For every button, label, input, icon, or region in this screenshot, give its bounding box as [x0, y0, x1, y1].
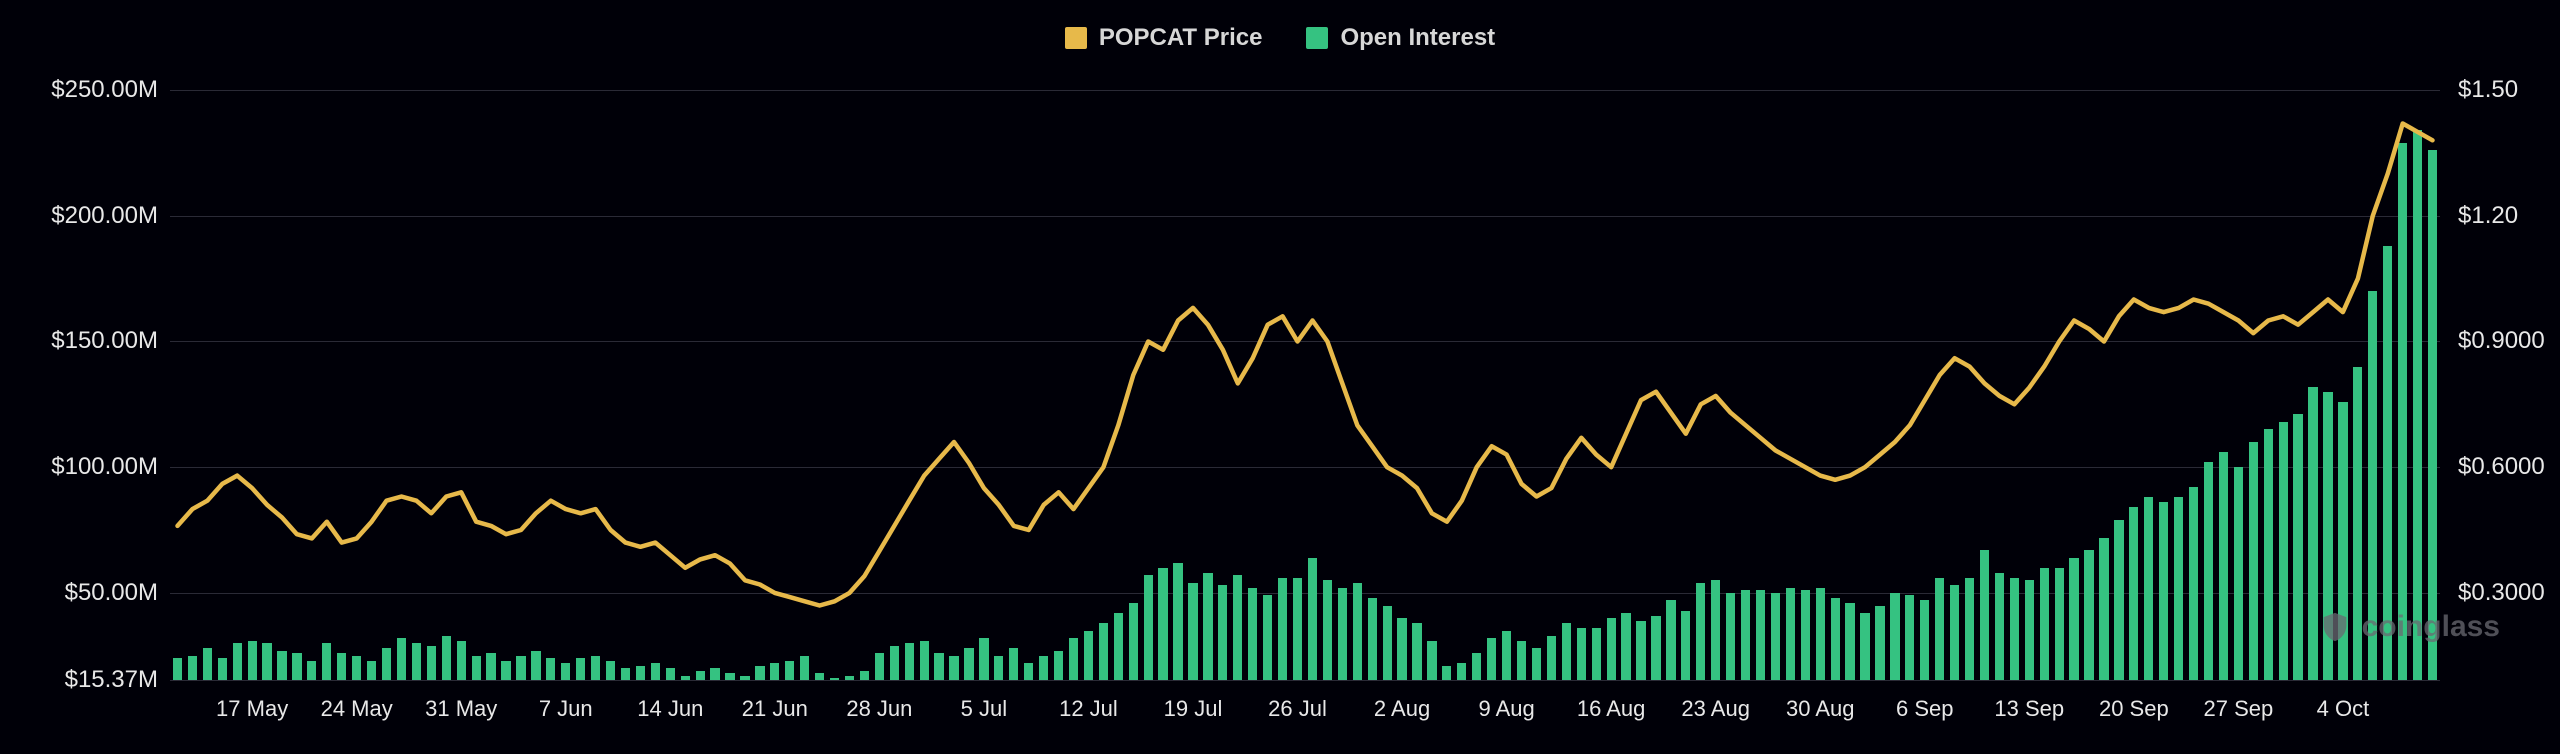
- watermark-coinglass: coinglass: [2318, 610, 2500, 644]
- chart-container: POPCAT PriceOpen Interest $250.00M$200.0…: [0, 0, 2560, 754]
- watermark-text: coinglass: [2362, 610, 2500, 644]
- price-line: [0, 0, 2560, 754]
- shield-icon: [2318, 610, 2352, 644]
